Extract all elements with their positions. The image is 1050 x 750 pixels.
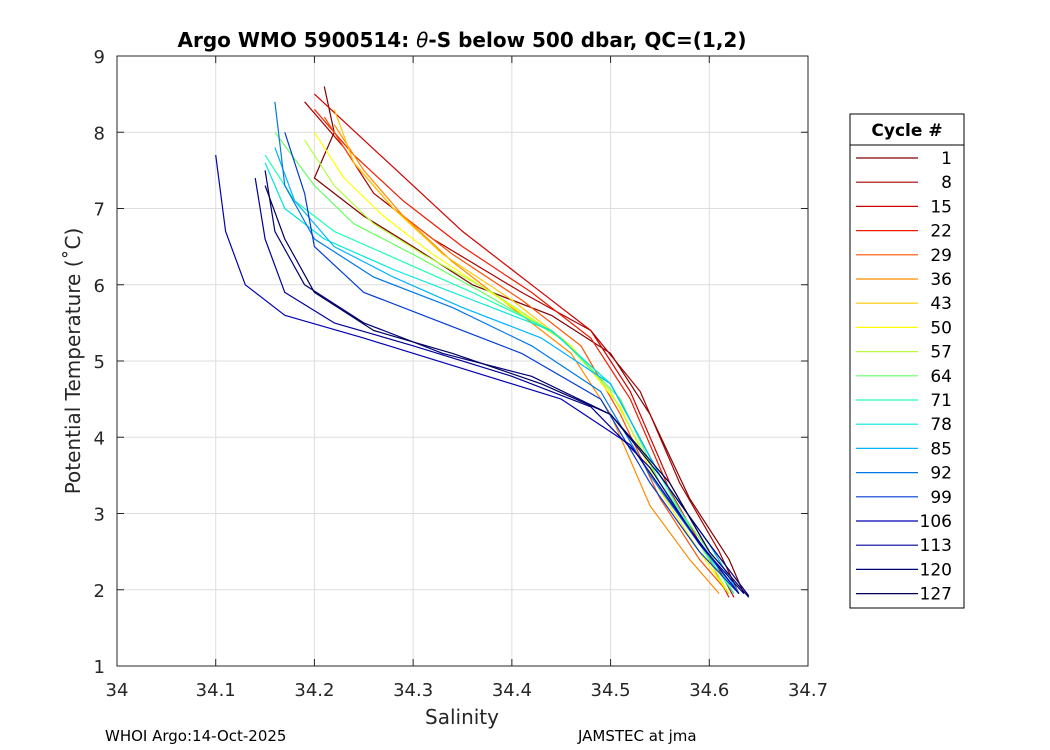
legend-label-cycle-92: 92 [930,464,952,484]
legend-label-cycle-106: 106 [920,512,952,532]
x-tick-label: 34 [106,680,129,701]
footer-date: WHOI Argo:14-Oct-2025 [105,727,286,745]
chart-title: Argo WMO 5900514: θ-S below 500 dbar, QC… [178,28,747,52]
legend-label-cycle-57: 57 [930,343,952,363]
y-axis-label: Potential Temperature (˚C) [61,228,85,495]
series-layer [215,86,750,598]
y-tick-label: 9 [94,47,105,68]
legend-label-cycle-78: 78 [930,415,952,435]
legend-items: 1 8 15 22 29 36 43 50 57 64 71 78 85 92 99 106 113 120 127 [856,149,952,605]
legend-label-cycle-22: 22 [930,222,952,242]
legend-label-cycle-36: 36 [930,270,952,290]
x-tick-label: 34.7 [788,680,828,701]
x-tick-label: 34.5 [591,680,631,701]
y-tick-label: 4 [94,428,105,449]
legend-label-cycle-113: 113 [920,536,952,556]
y-tick-label: 5 [94,352,105,373]
series-line-cycle-92 [274,101,740,594]
legend-label-cycle-43: 43 [930,294,952,314]
y-tick-label: 3 [94,505,105,526]
legend-title: Cycle # [871,121,942,141]
legend-label-cycle-71: 71 [930,391,952,411]
series-line-cycle-106 [215,155,740,594]
legend-box [849,113,965,609]
footer-credit: JAMSTEC at jma [577,727,697,745]
legend-label-cycle-8: 8 [941,173,952,193]
series-line-cycle-113 [254,177,745,595]
legend-label-cycle-1: 1 [941,149,952,169]
tick-marks [116,55,809,667]
x-tick-labels: 34 34.1 34.2 34.3 34.4 34.5 34.6 34.7 [106,680,828,701]
legend: Cycle # 18152229364350576471788592991061… [849,113,965,609]
x-tick-label: 34.6 [689,680,729,701]
legend-label-cycle-29: 29 [930,246,952,266]
x-tick-label: 34.2 [294,680,334,701]
legend-label-cycle-127: 127 [920,585,952,605]
series-line-cycle-127 [264,185,750,598]
x-tick-label: 34.4 [492,680,532,701]
y-tick-labels: 1 2 3 4 5 6 7 8 9 [94,47,105,678]
legend-label-cycle-120: 120 [920,560,952,580]
y-tick-label: 2 [94,581,105,602]
legend-label-cycle-99: 99 [930,488,952,508]
y-tick-label: 1 [94,657,105,678]
x-tick-label: 34.1 [196,680,236,701]
legend-label-cycle-64: 64 [930,367,952,387]
legend-label-cycle-50: 50 [930,318,952,338]
x-axis-label: Salinity [425,705,499,729]
x-tick-label: 34.3 [393,680,433,701]
legend-label-cycle-15: 15 [930,197,952,217]
y-tick-label: 6 [94,276,105,297]
legend-label-cycle-85: 85 [930,439,952,459]
series-line-cycle-36 [333,124,720,594]
y-tick-label: 7 [94,200,105,221]
series-line-cycle-99 [284,132,740,595]
series-line-cycle-71 [264,154,735,594]
y-tick-label: 8 [94,123,105,144]
